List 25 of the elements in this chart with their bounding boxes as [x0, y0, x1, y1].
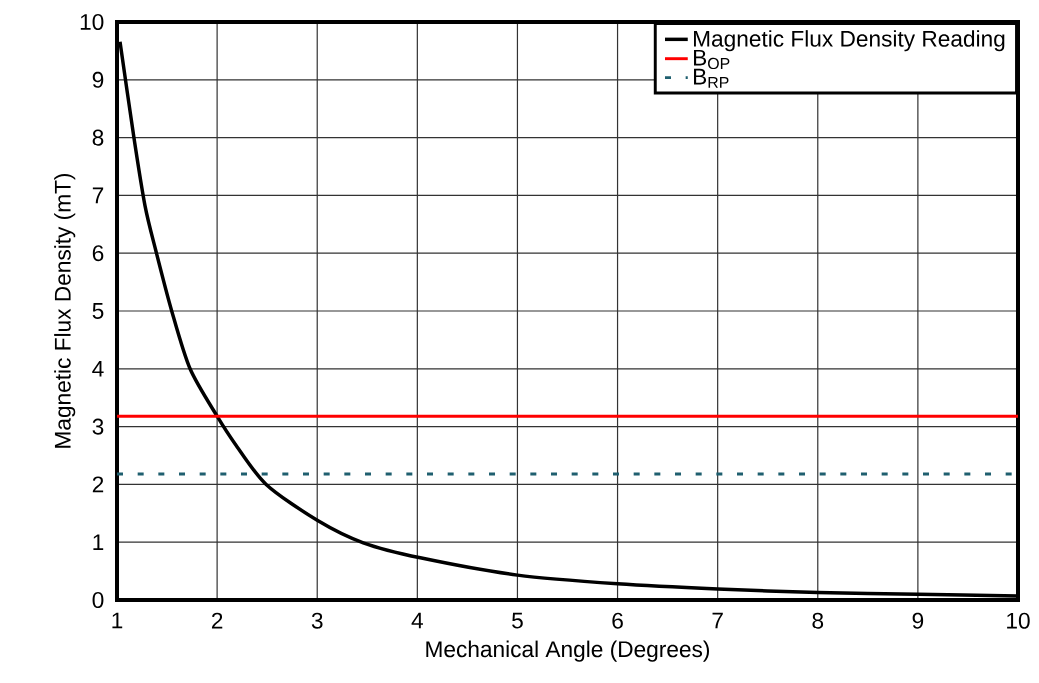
y-tick-label: 6	[92, 245, 104, 262]
x-axis-title: Mechanical Angle (Degrees)	[426, 640, 710, 662]
legend-label: Magnetic Flux Density Reading	[694, 30, 1005, 52]
x-tick-label: 7	[712, 612, 723, 629]
x-tick-label: 2	[211, 612, 223, 629]
x-tick-label: 4	[411, 612, 423, 629]
y-tick-label: 7	[92, 187, 104, 204]
y-tick-label: 9	[92, 71, 104, 88]
y-axis-title: Magnetic Flux Density (mT)	[54, 173, 76, 448]
x-tick-label: 3	[311, 612, 323, 629]
x-tick-label: 8	[812, 612, 824, 629]
y-tick-label: 0	[92, 591, 104, 609]
y-tick-label: 8	[92, 129, 104, 146]
y-tick-label: 4	[92, 361, 104, 377]
y-tick-label: 5	[92, 303, 104, 319]
x-tick-label: 1	[112, 612, 123, 629]
x-tick-label: 9	[912, 612, 924, 629]
y-tick-label: 10	[80, 13, 104, 31]
x-tick-label: 5	[512, 612, 523, 629]
x-tick-label: 6	[612, 612, 623, 629]
y-tick-label: 1	[93, 534, 104, 550]
y-tick-label: 3	[92, 418, 104, 435]
y-tick-label: 2	[92, 476, 104, 493]
x-tick-label: 10	[1007, 612, 1030, 629]
legend-label: B$_{RP}$	[694, 68, 729, 88]
